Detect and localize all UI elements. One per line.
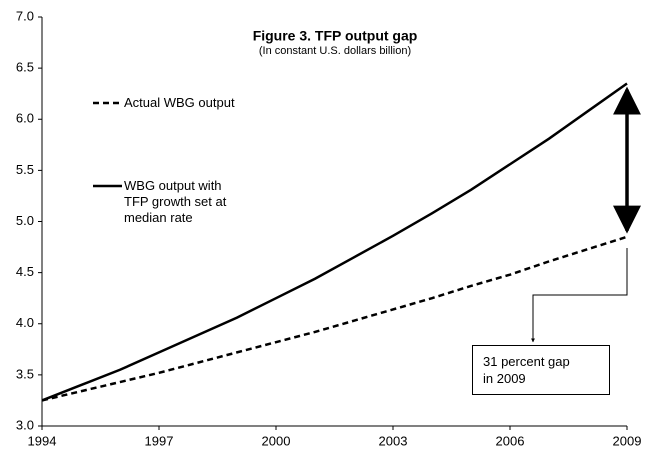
line-series bbox=[41, 82, 628, 402]
annotation-line: in 2009 bbox=[483, 371, 526, 386]
x-tick-label: 2006 bbox=[496, 433, 525, 448]
y-tick-label: 5.5 bbox=[16, 162, 34, 177]
x-tick-label: 1994 bbox=[28, 433, 57, 448]
y-tick-label: 5.0 bbox=[16, 213, 34, 228]
y-tick-label: 7.0 bbox=[16, 8, 34, 23]
line-series bbox=[41, 235, 628, 402]
y-tick-label: 4.5 bbox=[16, 264, 34, 279]
y-tick-label: 6.5 bbox=[16, 60, 34, 75]
y-tick-label: 4.0 bbox=[16, 315, 34, 330]
y-tick-label: 3.0 bbox=[16, 417, 34, 432]
x-tick-label: 1997 bbox=[145, 433, 174, 448]
x-tick-label: 2009 bbox=[613, 433, 642, 448]
annotation-line: 31 percent gap bbox=[483, 354, 570, 369]
callout-connector bbox=[531, 248, 628, 343]
x-tick-label: 2003 bbox=[379, 433, 408, 448]
y-tick-label: 3.5 bbox=[16, 366, 34, 381]
y-tick-label: 6.0 bbox=[16, 111, 34, 126]
annotation-box: 31 percent gap in 2009 bbox=[472, 345, 610, 395]
chart-subtitle: (In constant U.S. dollars billion) bbox=[259, 45, 411, 57]
legend-label: WBG output with TFP growth set at median… bbox=[124, 178, 227, 225]
x-tick-label: 2000 bbox=[262, 433, 291, 448]
chart-title: Figure 3. TFP output gap bbox=[253, 28, 418, 44]
legend-label: Actual WBG output bbox=[124, 95, 235, 110]
